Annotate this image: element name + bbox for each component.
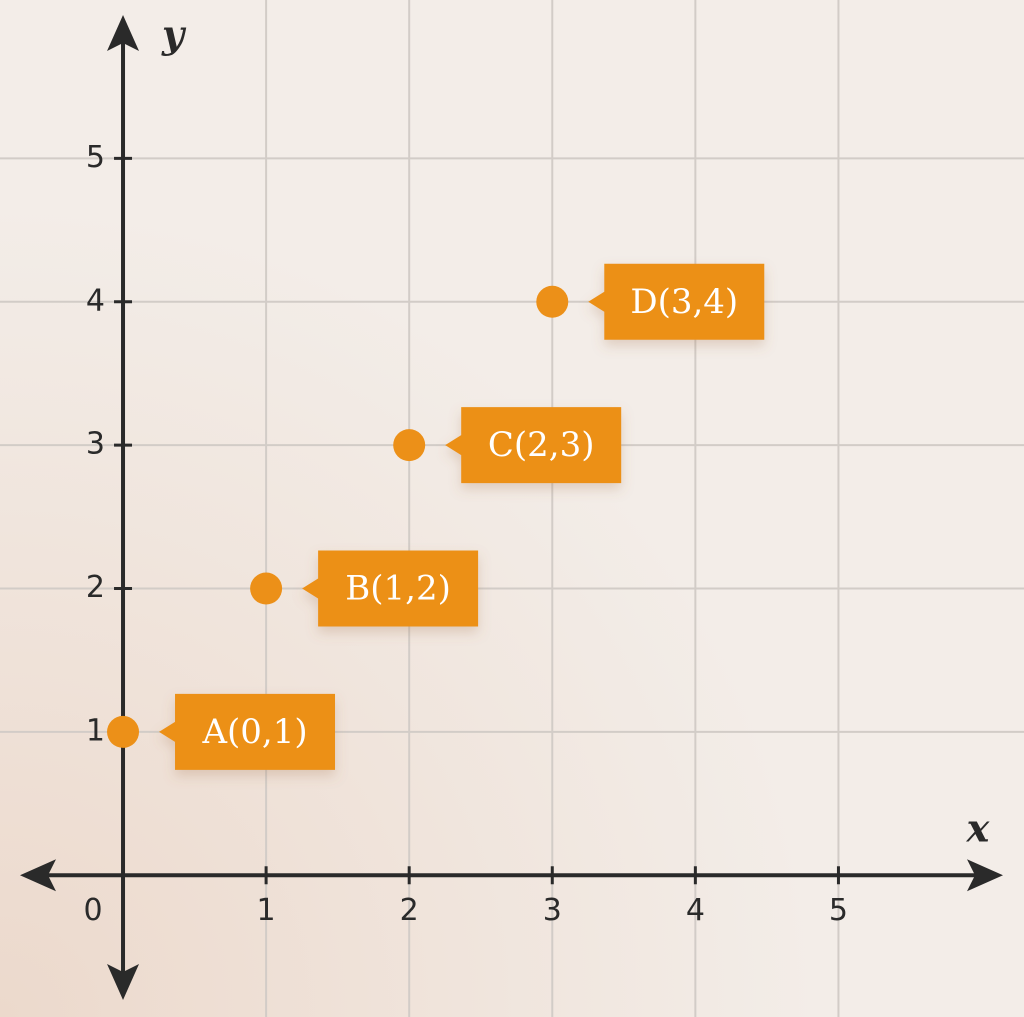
y-axis-label: y bbox=[161, 12, 187, 57]
x-tick-label: 5 bbox=[829, 893, 848, 928]
x-tick-label: 4 bbox=[686, 893, 705, 928]
point-label-box bbox=[445, 407, 622, 484]
y-tick-label: 4 bbox=[86, 283, 105, 318]
point-label: C(2,3) bbox=[488, 425, 595, 465]
point bbox=[393, 429, 426, 462]
y-tick-label: 5 bbox=[86, 140, 105, 175]
point-label: B(1,2) bbox=[345, 569, 451, 609]
point-label: D(3,4) bbox=[630, 282, 738, 322]
arrow bbox=[107, 964, 140, 1000]
label-box bbox=[302, 550, 479, 627]
point bbox=[536, 285, 569, 318]
arrow bbox=[107, 15, 140, 51]
point-label: A(0,1) bbox=[201, 712, 307, 752]
label-box bbox=[588, 263, 765, 340]
x-axis-label: x bbox=[966, 806, 991, 851]
x-tick-label: 0 bbox=[83, 893, 102, 928]
arrow bbox=[967, 859, 1003, 892]
label-box bbox=[445, 407, 622, 484]
point bbox=[250, 572, 283, 605]
x-tick-label: 1 bbox=[257, 893, 276, 928]
y-tick-label: 2 bbox=[86, 570, 105, 605]
y-tick-label: 1 bbox=[86, 713, 105, 748]
label-box bbox=[159, 693, 336, 770]
point-label-box bbox=[588, 263, 765, 340]
point-label-box bbox=[302, 550, 479, 627]
point bbox=[107, 715, 140, 748]
x-tick-label: 3 bbox=[543, 893, 562, 928]
arrow bbox=[20, 859, 56, 892]
point-label-box bbox=[159, 693, 336, 770]
y-tick-label: 3 bbox=[86, 427, 105, 462]
x-tick-label: 2 bbox=[400, 893, 419, 928]
